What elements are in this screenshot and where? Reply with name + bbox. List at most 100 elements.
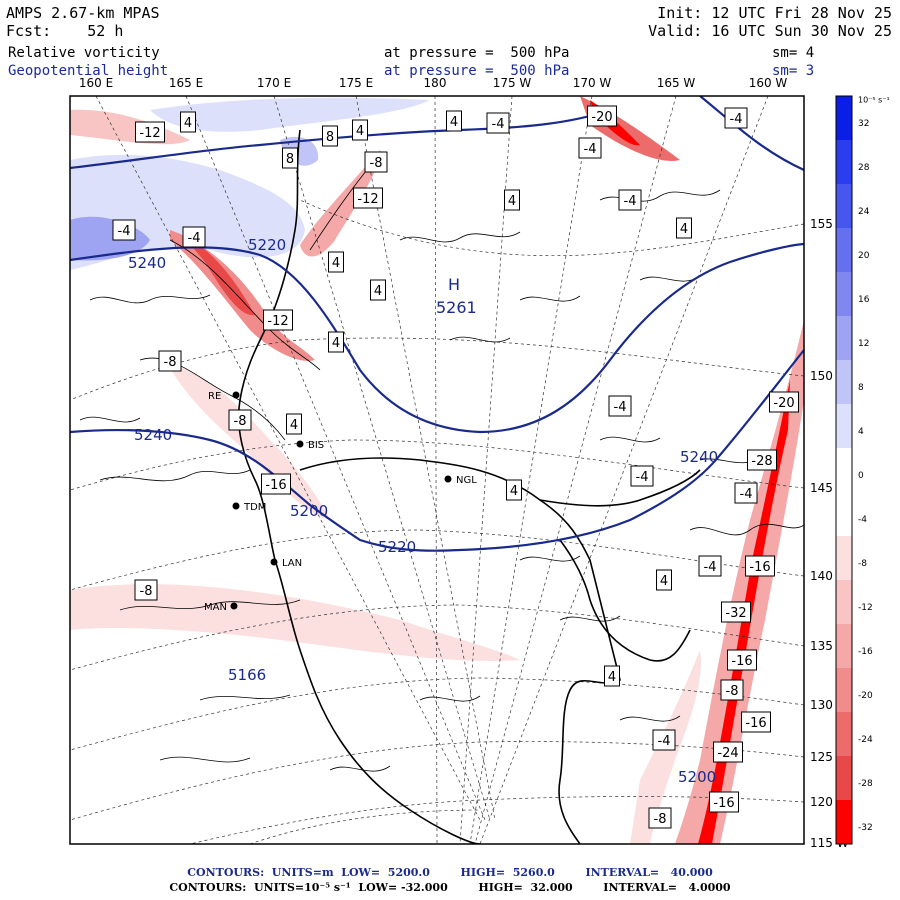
lon-label-160w: 160 W: [748, 76, 788, 90]
high-symbol: H: [448, 275, 460, 294]
vorticity-label: -20: [587, 105, 617, 127]
vorticity-label: -8: [648, 807, 672, 829]
colorbar-tick-label: -32: [858, 823, 873, 833]
field1-smoothing: sm= 4: [772, 45, 815, 61]
svg-text:BIS: BIS: [308, 440, 324, 451]
vorticity-label: 8: [282, 147, 298, 169]
high-value: 5261: [436, 298, 477, 317]
forecast-hours: 52 h: [87, 22, 124, 40]
forecast-label-text: Fcst:: [6, 22, 52, 40]
colorbar-swatch: [836, 316, 852, 360]
svg-text:-8: -8: [164, 355, 177, 370]
svg-text:RE: RE: [208, 391, 221, 402]
colorbar: [835, 95, 853, 845]
svg-text:4: 4: [332, 256, 340, 271]
svg-text:-28: -28: [751, 454, 772, 469]
field2-level: at pressure = 500 hPa: [384, 63, 570, 79]
vorticity-label: -16: [261, 473, 291, 495]
neg-vorticity-band-n: [300, 150, 381, 257]
vorticity-label: -4: [182, 226, 206, 248]
vorticity-label: -4: [724, 107, 748, 129]
svg-text:-12: -12: [139, 126, 160, 141]
vorticity-label: -4: [578, 137, 602, 159]
stations: BIS NGL LAN MAN RE TDM: [204, 391, 477, 613]
svg-text:-4: -4: [584, 142, 597, 157]
vorticity-label: 4: [180, 111, 196, 133]
height-label: 5166: [228, 666, 266, 684]
valid-time: Valid: 16 UTC Sun 30 Nov 25: [648, 22, 892, 40]
svg-text:-16: -16: [749, 560, 770, 575]
colorbar-swatch: [836, 184, 852, 228]
svg-text:8: 8: [286, 152, 294, 167]
vorticity-label: -4: [608, 395, 632, 417]
colorbar-swatch: [836, 536, 852, 580]
lon-label-170e: 170 E: [256, 76, 292, 90]
vorticity-label: -28: [747, 449, 777, 471]
height-label: 5200: [290, 502, 328, 520]
svg-text:TDM: TDM: [243, 502, 266, 513]
vorticity-label: -12: [135, 121, 165, 143]
svg-text:-16: -16: [265, 478, 286, 493]
colorbar-tick-label: -4: [858, 515, 867, 525]
svg-text:-4: -4: [118, 224, 131, 239]
vorticity-label: 4: [286, 413, 302, 435]
station-bis: BIS: [296, 440, 324, 451]
height-label: 5240: [680, 448, 718, 466]
svg-text:4: 4: [374, 284, 382, 299]
svg-text:-16: -16: [745, 716, 766, 731]
svg-text:-4: -4: [730, 112, 743, 127]
colorbar-swatch: [836, 404, 852, 448]
vorticity-label: 4: [656, 569, 672, 591]
model-title: AMPS 2.67-km MPAS: [6, 4, 160, 22]
map-plot-area: [70, 96, 804, 844]
vorticity-label: 4: [504, 189, 520, 211]
svg-text:-20: -20: [591, 110, 612, 125]
colorbar-tick-label: 16: [858, 295, 870, 305]
svg-text:-16: -16: [713, 796, 734, 811]
svg-text:4: 4: [608, 670, 616, 685]
positive-vorticity-top: [150, 97, 430, 132]
svg-text:4: 4: [184, 116, 192, 131]
svg-text:-4: -4: [636, 470, 649, 485]
vorticity-label: -8: [228, 409, 252, 431]
svg-text:4: 4: [450, 115, 458, 130]
lon-label-160e: 160 E: [78, 76, 114, 90]
colorbar-swatch: [836, 580, 852, 624]
colorbar-swatch: [836, 668, 852, 712]
svg-text:-24: -24: [717, 746, 738, 761]
station-ngl: NGL: [444, 475, 477, 486]
footer-height-contours: CONTOURS: UNITS=m LOW= 5200.0 HIGH= 5260…: [187, 866, 713, 879]
vorticity-label: 4: [506, 479, 522, 501]
vorticity-label: -4: [618, 189, 642, 211]
field2-name: Geopotential height: [8, 63, 169, 79]
svg-text:-8: -8: [370, 156, 383, 171]
station-lan: LAN: [270, 558, 302, 569]
footer-vorticity-contours: CONTOURS: UNITS=10⁻⁵ s⁻¹ LOW= -32.000 HI…: [169, 881, 731, 894]
vorticity-label: -8: [134, 579, 158, 601]
svg-text:-8: -8: [140, 584, 153, 599]
svg-text:4: 4: [290, 418, 298, 433]
field2-smoothing: sm= 3: [772, 63, 815, 79]
colorbar-swatch: [836, 756, 852, 800]
colorbar-tick-label: 8: [858, 383, 864, 393]
svg-text:4: 4: [508, 194, 516, 209]
colorbar-tick-label: -12: [858, 603, 873, 613]
high-pressure-center: H 5261: [436, 275, 477, 317]
vorticity-label: -12: [353, 187, 383, 209]
graticule: [70, 96, 804, 844]
vorticity-label: -8: [158, 350, 182, 372]
lon-label-165e: 165 E: [168, 76, 204, 90]
vorticity-label: 4: [676, 217, 692, 239]
vorticity-label: -32: [721, 601, 751, 623]
vorticity-labels: -12 4 8 4 -8 -12 -4 -4 -20 4 4 -4 4 8 4 -12 -16 4 -4 -4 -4 -8…: [112, 105, 799, 829]
height-labels: 5240 5220 5240 5200 5240 5220 5166 5200: [128, 236, 718, 786]
colorbar-tick-label: -24: [858, 735, 873, 745]
forecast-label: Fcst: 52 h: [6, 22, 123, 40]
lon-label-180: 180: [423, 76, 447, 90]
coastline: [237, 129, 701, 844]
svg-text:NGL: NGL: [456, 475, 477, 486]
vorticity-label: 4: [328, 331, 344, 353]
colorbar-tick-label: 4: [858, 427, 864, 437]
svg-text:-8: -8: [234, 414, 247, 429]
